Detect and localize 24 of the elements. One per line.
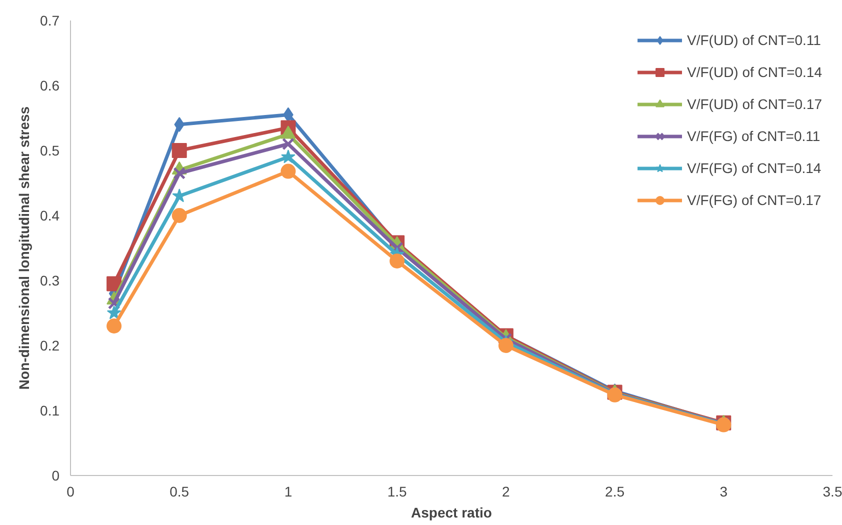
y-tick-label: 0.2 bbox=[40, 338, 60, 354]
x-tick-label: 1 bbox=[284, 484, 292, 500]
x-tick-label: 2.5 bbox=[605, 484, 625, 500]
legend-label: V/F(FG) of CNT=0.11 bbox=[687, 128, 820, 144]
y-tick-label: 0.5 bbox=[40, 142, 60, 158]
y-tick-label: 0.7 bbox=[40, 12, 60, 28]
legend-label: V/F(UD) of CNT=0.11 bbox=[687, 32, 821, 48]
y-tick-label: 0.6 bbox=[40, 78, 60, 94]
y-tick-label: 0.1 bbox=[40, 402, 60, 418]
x-tick-label: 0.5 bbox=[170, 484, 190, 500]
legend-label: V/F(UD) of CNT=0.14 bbox=[687, 64, 822, 80]
y-tick-label: 0.4 bbox=[40, 208, 60, 224]
y-tick-label: 0 bbox=[52, 468, 60, 484]
x-tick-label: 3.5 bbox=[822, 484, 842, 500]
legend-label: V/F(UD) of CNT=0.17 bbox=[687, 96, 822, 112]
x-axis-title: Aspect ratio bbox=[411, 504, 492, 520]
x-tick-label: 2 bbox=[502, 484, 510, 500]
x-tick-label: 3 bbox=[720, 484, 728, 500]
y-tick-label: 0.3 bbox=[40, 272, 60, 288]
x-tick-label: 0 bbox=[66, 484, 75, 500]
legend-label: V/F(FG) of CNT=0.17 bbox=[687, 192, 822, 208]
y-axis-title: Non-dimensional longitudinal shear stress bbox=[16, 106, 32, 390]
legend-label: V/F(FG) of CNT=0.14 bbox=[687, 160, 822, 176]
x-tick-label: 1.5 bbox=[387, 484, 408, 500]
